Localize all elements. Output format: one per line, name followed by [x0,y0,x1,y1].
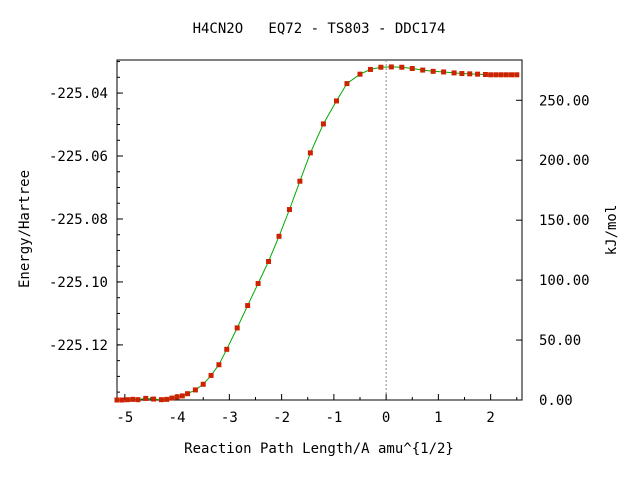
y2-tick-label: 0.00 [539,393,573,409]
y-tick-label: -225.12 [49,338,108,354]
data-point [388,64,394,70]
data-point [200,381,206,387]
data-point [143,395,149,401]
y-tick-label: -225.04 [49,86,108,102]
data-point [164,396,170,402]
data-point [130,396,136,402]
x-tick-label: -4 [169,410,186,426]
y-tick-label: -225.06 [49,149,108,165]
data-point [514,72,520,78]
y-tick-label: -225.10 [49,275,108,291]
data-point [169,395,175,401]
data-point [488,72,494,78]
y-axis-label: Energy/Hartree [17,170,33,288]
data-point [344,81,350,87]
x-tick-label: -1 [325,410,342,426]
data-point [224,346,230,352]
y-axis-left: -225.04 -225.06 -225.08 -225.10 -225.12 [49,61,123,393]
data-point [367,66,373,72]
y-tick-label: -225.08 [49,212,108,228]
x-tick-label: -3 [221,410,238,426]
data-point [124,397,130,403]
y2-tick-label: 150.00 [539,213,590,229]
x-tick-label: 1 [434,410,442,426]
data-point [192,387,198,393]
data-point [266,258,272,264]
data-point [135,397,141,403]
y-axis-right: 0.00 50.00 100.00 150.00 200.00 250.00 [516,93,590,409]
data-point [114,397,120,403]
data-point [378,64,384,70]
y2-tick-label: 100.00 [539,273,590,289]
data-point [320,121,326,127]
data-point [409,66,415,71]
data-point [158,397,164,403]
x-axis: -5 -4 -3 -2 -1 0 1 2 [116,394,518,426]
data-point [482,71,488,77]
x-axis-label: Reaction Path Length/A amu^{1/2} [184,441,454,457]
data-point [185,391,191,397]
data-point [475,71,481,77]
x-tick-label: 0 [382,410,390,426]
data-point [234,325,240,331]
y2-tick-label: 50.00 [539,333,581,349]
data-point [459,71,465,77]
data-point [307,150,313,156]
data-point [119,397,125,403]
data-point [420,67,426,73]
data-point [286,207,292,213]
data-point [297,178,303,184]
y2-tick-label: 250.00 [539,93,590,109]
data-point [441,69,447,75]
x-tick-label: -5 [116,410,133,426]
x-tick-label: -2 [273,410,290,426]
data-point [245,303,251,309]
data-point [276,233,282,239]
series-points [114,64,520,403]
chart-title: H4CN2O EQ72 - TS803 - DDC174 [193,21,446,37]
plot-frame [116,59,523,401]
data-point [493,72,499,78]
y2-tick-label: 200.00 [539,153,590,169]
y2-axis-label: kJ/mol [604,205,620,256]
data-point [216,362,222,368]
data-point [208,372,214,378]
data-point [509,72,515,78]
series-line [117,66,517,401]
data-point [467,71,473,77]
data-point [333,98,339,104]
x-tick-label: 2 [486,410,494,426]
data-point [255,281,261,287]
data-point [503,72,509,78]
data-point [174,394,180,400]
data-point [357,71,363,77]
data-point [451,70,457,76]
data-point [399,64,405,70]
data-point [498,72,504,78]
data-point [151,396,157,402]
data-point [430,68,436,74]
data-point [179,393,185,399]
